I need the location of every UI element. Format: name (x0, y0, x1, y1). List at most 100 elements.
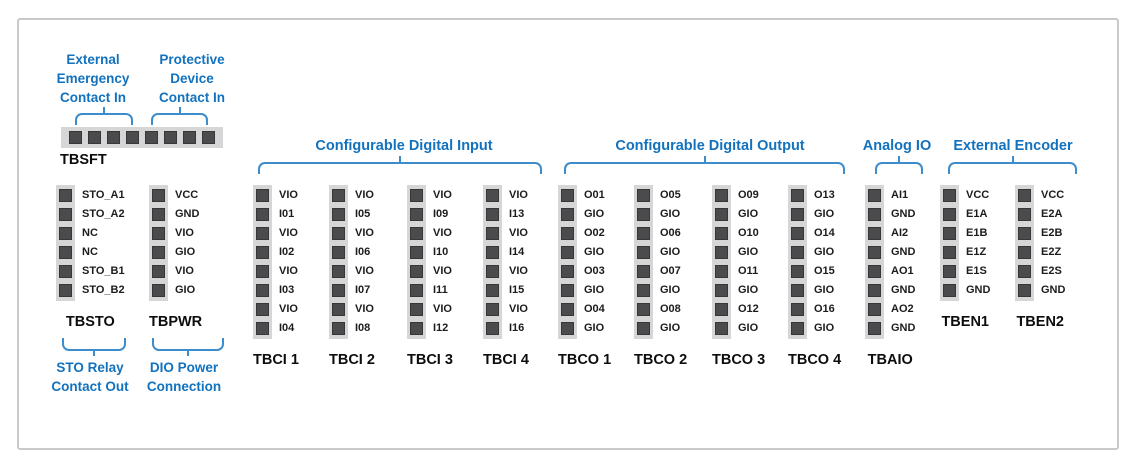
pin-square (152, 208, 165, 221)
pin-label: O11 (738, 265, 759, 277)
pin-label: I15 (509, 284, 525, 296)
pin-row: GIO (791, 246, 835, 259)
pin-row: GIO (791, 284, 835, 297)
brace-digital-output (564, 156, 845, 174)
pin-row: VIO (486, 303, 528, 316)
callout-protective-device: Protective Device Contact In (144, 50, 240, 107)
pin-label: VIO (175, 265, 194, 277)
block-tbco4: O13 GIO O14 GIO (788, 185, 841, 368)
block-tben2: VCC E2A E2B E2Z (1015, 185, 1065, 330)
pin-row: VIO (410, 265, 452, 278)
pin-row: VIO (256, 265, 298, 278)
pin-row: GIO (152, 246, 199, 259)
pin-square (715, 284, 728, 297)
pin-label: O04 (584, 303, 605, 315)
block-tben1: VCC E1A E1B E1Z (940, 185, 990, 330)
terminal-strip (712, 185, 731, 339)
pin-square (715, 265, 728, 278)
block-tbco3: O09 GIO O10 GIO (712, 185, 765, 368)
pin-label: O12 (738, 303, 759, 315)
callout-line: Device (170, 71, 214, 86)
pin-square (410, 208, 423, 221)
pin-square (715, 227, 728, 240)
pin-label: GIO (814, 284, 835, 296)
pin-square (868, 189, 881, 202)
pin-row: VIO (486, 265, 528, 278)
pin-label: GND (891, 322, 916, 334)
pin-row: O16 (791, 303, 835, 316)
pin-rows: O09 GIO O10 GIO (712, 185, 759, 339)
pin-row: GND (868, 208, 915, 221)
brace-emergency-pins (75, 107, 133, 125)
callout-line: STO Relay (56, 360, 124, 375)
pin-row: O06 (637, 227, 681, 240)
pin-row: STO_A1 (59, 189, 125, 202)
block-tbci3: VIO I09 VIO I10 (407, 185, 453, 368)
pin-row: I16 (486, 322, 528, 335)
pin-rows: O05 GIO O06 GIO (634, 185, 681, 339)
pin-label: VIO (355, 189, 374, 201)
pin-square (332, 322, 345, 335)
pin-label: E1S (966, 265, 987, 277)
pin-rows: VIO I13 VIO I14 (483, 185, 528, 339)
pin-square (486, 265, 499, 278)
pin-square (868, 208, 881, 221)
pin-row: GIO (637, 208, 681, 221)
pin-row: I06 (332, 246, 374, 259)
block-tbaio: AI1 GND AI2 GND (865, 185, 915, 368)
pin-label: I10 (433, 246, 449, 258)
pin-label: STO_B2 (82, 284, 125, 296)
pin-square (791, 284, 804, 297)
pin-label: O01 (584, 189, 605, 201)
pin-label: I14 (509, 246, 525, 258)
pin-square (69, 131, 82, 144)
pin-row: GIO (637, 322, 681, 335)
pin-square (410, 284, 423, 297)
pin-label: GIO (660, 322, 681, 334)
pin-square (943, 227, 956, 240)
pin-label: I07 (355, 284, 371, 296)
pin-square (561, 208, 574, 221)
terminal-strip (788, 185, 807, 339)
pin-row: I14 (486, 246, 528, 259)
tbci1-label: TBCI 1 (253, 352, 299, 368)
pin-label: O02 (584, 227, 605, 239)
pin-label: AI1 (891, 189, 909, 201)
pin-label: O05 (660, 189, 681, 201)
pin-label: VCC (1041, 189, 1065, 201)
pin-square (943, 284, 956, 297)
pin-square (715, 208, 728, 221)
pin-square (561, 322, 574, 335)
pin-rows: VIO I01 VIO I02 (253, 185, 298, 339)
pin-square (868, 284, 881, 297)
pin-label: VIO (279, 303, 298, 315)
pin-row: I02 (256, 246, 298, 259)
pin-label: GND (891, 208, 916, 220)
pin-label: AO2 (891, 303, 914, 315)
callout-line: Emergency (56, 71, 130, 86)
pin-square (791, 189, 804, 202)
digital-output-title: Configurable Digital Output (615, 138, 805, 154)
pin-square (256, 189, 269, 202)
pin-square (1018, 265, 1031, 278)
pin-square (332, 227, 345, 240)
pin-label: GND (891, 284, 916, 296)
pin-label: VIO (355, 227, 374, 239)
pin-row: O08 (637, 303, 681, 316)
pin-square (943, 246, 956, 259)
pin-square (332, 208, 345, 221)
block-tbci4: VIO I13 VIO I14 (483, 185, 529, 368)
pin-label: VIO (279, 265, 298, 277)
tbci2-label: TBCI 2 (329, 352, 375, 368)
pin-square (410, 322, 423, 335)
pin-square (486, 303, 499, 316)
pin-row: STO_A2 (59, 208, 125, 221)
pin-label: O08 (660, 303, 681, 315)
pin-label: VCC (175, 189, 199, 201)
pin-square (561, 227, 574, 240)
pin-label: GIO (175, 246, 196, 258)
pin-square (183, 131, 196, 144)
pin-square (868, 322, 881, 335)
pin-square (1018, 246, 1031, 259)
